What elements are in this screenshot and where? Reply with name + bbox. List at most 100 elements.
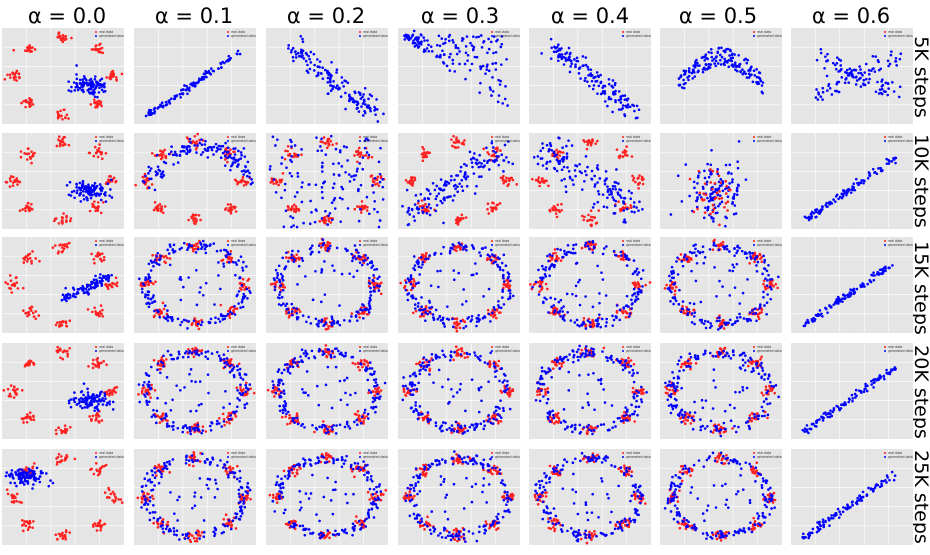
- generated-data-point: [894, 59, 897, 63]
- generated-data-point: [871, 54, 875, 58]
- generated-data-point: [570, 144, 574, 147]
- generated-data-point: [549, 57, 553, 60]
- generated-data-point: [749, 74, 752, 77]
- generated-data-point: [638, 200, 641, 204]
- generated-data-point: [612, 249, 616, 253]
- generated-data-point: [603, 92, 607, 95]
- real-data-point: [424, 202, 427, 206]
- generated-data-point: [609, 97, 613, 101]
- generated-data-point: [287, 260, 290, 263]
- generated-data-point: [229, 168, 232, 172]
- generated-data-point: [284, 209, 288, 213]
- generated-data-point: [193, 82, 196, 85]
- generated-data-point: [428, 310, 432, 314]
- column-title-alpha-6: α = 0.6: [812, 4, 890, 28]
- generated-data-point: [144, 277, 148, 281]
- generated-data-point: [690, 312, 694, 315]
- generated-data-point: [616, 193, 620, 196]
- generated-data-point: [417, 308, 421, 312]
- generated-data-point: [149, 259, 153, 263]
- generated-data-point: [321, 238, 325, 241]
- generated-data-point: [354, 314, 358, 317]
- generated-data-point: [170, 317, 173, 320]
- generated-data-point: [475, 184, 478, 188]
- real-data-point: [8, 73, 12, 76]
- real-data-point: [15, 281, 19, 284]
- generated-data-point: [280, 156, 284, 159]
- generated-data-point: [451, 62, 455, 65]
- generated-data-point: [296, 51, 300, 55]
- real-data-point: [58, 320, 62, 324]
- generated-data-point: [412, 29, 416, 33]
- generated-data-point: [720, 46, 723, 50]
- generated-data-point: [315, 209, 318, 212]
- generated-data-point: [489, 320, 492, 323]
- generated-data-point: [296, 171, 299, 175]
- legend-label-generated: generated data: [757, 34, 782, 38]
- generated-data-point: [166, 309, 169, 312]
- legend-label-generated: generated data: [99, 243, 124, 247]
- generated-data-point: [218, 320, 222, 323]
- real-data-point: [194, 213, 198, 217]
- generated-data-point: [562, 305, 565, 308]
- generated-data-point: [81, 284, 84, 288]
- real-data-point: [557, 257, 560, 260]
- generated-data-point: [367, 97, 370, 101]
- generated-data-point: [623, 253, 627, 257]
- generated-data-point: [451, 199, 455, 202]
- real-data-point: [372, 180, 375, 184]
- generated-data-point: [843, 81, 847, 85]
- generated-data-point: [319, 145, 322, 148]
- generated-data-point: [317, 250, 321, 254]
- generated-data-point: [345, 145, 349, 149]
- generated-data-point: [100, 77, 104, 81]
- generated-data-point: [693, 75, 697, 78]
- generated-data-point: [748, 252, 752, 255]
- generated-data-point: [877, 68, 881, 72]
- real-data-point: [357, 205, 361, 209]
- generated-data-point: [181, 88, 184, 92]
- generated-data-point: [86, 198, 89, 202]
- real-data-point: [37, 314, 41, 317]
- generated-data-point: [888, 159, 891, 163]
- generated-data-point: [378, 180, 382, 184]
- generated-data-point: [562, 63, 566, 66]
- real-data-point: [98, 150, 102, 154]
- real-data-point: [365, 313, 369, 316]
- real-data-point: [493, 314, 496, 318]
- generated-data-point: [281, 289, 285, 292]
- real-data-point: [540, 281, 543, 284]
- real-data-point: [720, 322, 724, 325]
- generated-data-point: [735, 316, 739, 319]
- real-data-point: [404, 178, 408, 182]
- generated-data-point: [146, 290, 150, 293]
- generated-data-point: [456, 190, 459, 193]
- real-data-point: [406, 181, 410, 184]
- generated-data-point: [435, 184, 439, 188]
- generated-data-point: [561, 317, 565, 321]
- generated-data-point: [477, 165, 481, 169]
- generated-data-point: [865, 77, 868, 81]
- real-data-point: [555, 208, 559, 212]
- generated-data-point: [280, 162, 283, 165]
- real-data-point: [22, 261, 26, 264]
- generated-data-point: [448, 69, 452, 72]
- generated-data-point: [248, 289, 251, 293]
- generated-data-point: [153, 106, 157, 110]
- generated-data-point: [766, 279, 769, 282]
- real-data-point: [233, 178, 237, 182]
- real-data-point: [560, 208, 564, 212]
- real-data-point: [57, 222, 61, 225]
- generated-data-point: [199, 241, 202, 244]
- generated-data-point: [421, 263, 424, 266]
- generated-data-point: [440, 37, 444, 40]
- real-data-point: [60, 246, 64, 249]
- real-data-point: [560, 202, 563, 206]
- real-data-point: [360, 204, 364, 208]
- generated-data-point: [272, 178, 276, 181]
- generated-data-point: [727, 321, 730, 325]
- generated-data-point: [362, 93, 365, 96]
- real-data-point: [143, 172, 147, 176]
